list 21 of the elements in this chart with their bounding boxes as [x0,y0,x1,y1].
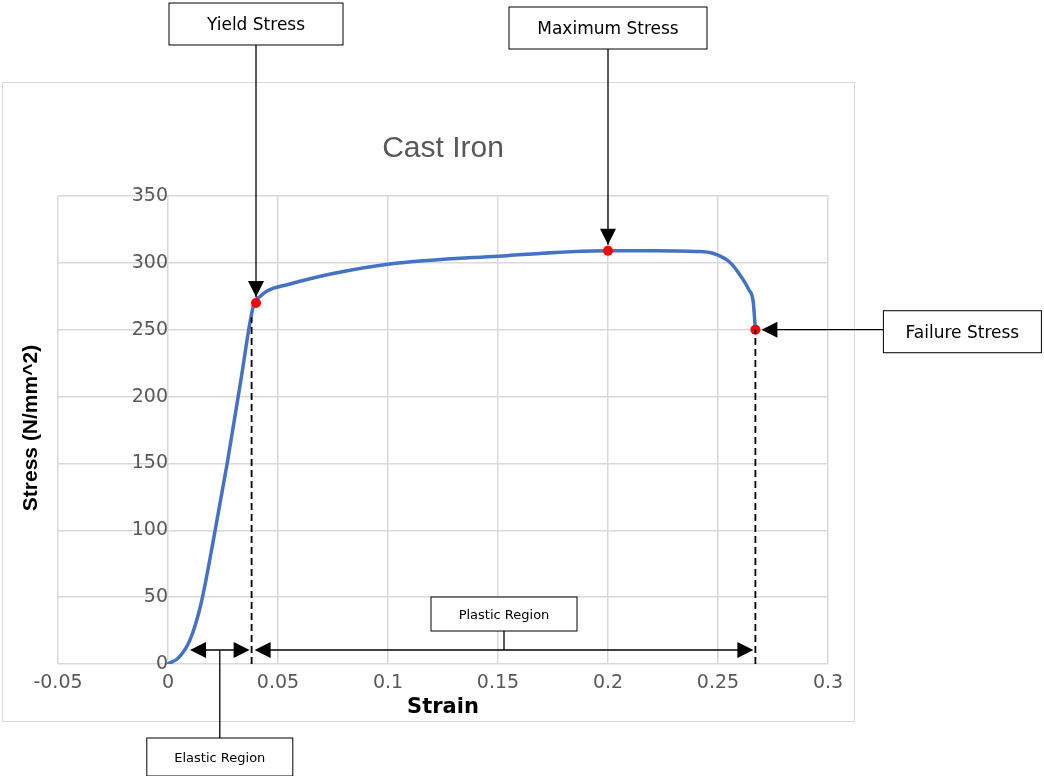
point [750,324,761,335]
y-tick-label: 300 [131,249,168,272]
point [603,245,613,256]
x-tick-label: 0.25 [696,670,740,693]
y-axis-title: Stress (N/mm^2) [18,344,42,512]
x-tick-label: 0.15 [476,670,520,693]
x-tick-label: 0.1 [372,670,404,693]
x-tick-label: 0.3 [812,670,844,693]
x-tick-label: 0.2 [592,670,624,693]
x-tick-label: 0.05 [256,670,300,693]
y-tick-label: 50 [143,584,168,607]
y-tick-label: 200 [131,383,168,406]
y-tick-label: 350 [131,182,168,205]
y-tick-label: 0 [155,650,168,673]
chart-title: Cast Iron [381,130,505,164]
point [251,297,261,308]
y-tick-label: 150 [131,450,168,473]
y-tick-label: 250 [131,316,168,339]
x-axis-title: Strain [407,693,479,718]
x-tick-label: -0.05 [33,670,83,693]
y-tick-label: 100 [131,517,168,540]
